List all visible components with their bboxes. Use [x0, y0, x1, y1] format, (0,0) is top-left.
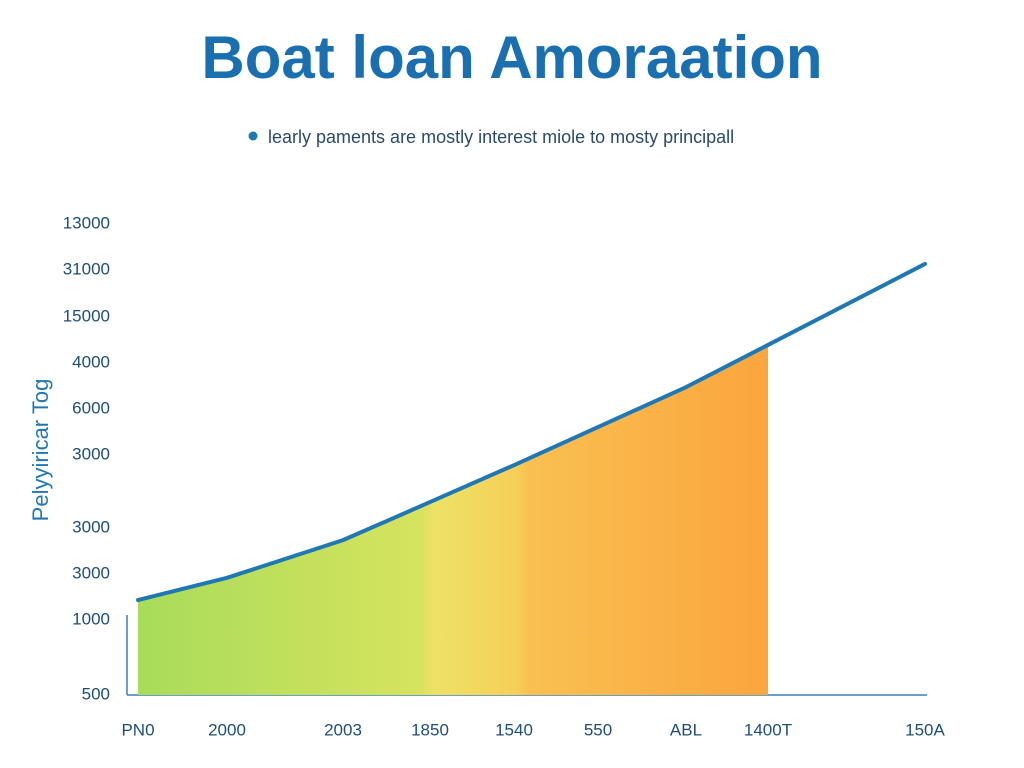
- y-tick-label: 3000: [72, 444, 110, 463]
- x-tick-label: 1540: [495, 720, 533, 739]
- line: [136, 261, 927, 603]
- x-tick-label: 2000: [208, 720, 246, 739]
- y-tick-label: 31000: [63, 259, 110, 278]
- x-tick-label: 1850: [411, 720, 449, 739]
- y-tick-label: 500: [82, 684, 110, 703]
- x-tick-label: 150A: [905, 720, 945, 739]
- x-tick-label: PN0: [121, 720, 154, 739]
- x-tick-label: ABL: [670, 720, 702, 739]
- y-tick-label: 6000: [72, 398, 110, 417]
- x-tick-label: 2003: [324, 720, 362, 739]
- y-tick-label: 4000: [72, 353, 110, 372]
- x-tick-label: 550: [584, 720, 612, 739]
- area: [138, 344, 768, 695]
- x-tick-label: 1400T: [744, 720, 792, 739]
- bullet: [248, 131, 258, 141]
- y-tick-label: 3000: [72, 518, 110, 537]
- y-axis-label: Pelyyiricar Tog: [28, 379, 53, 522]
- chart-title: Boat loan Amoraation: [201, 24, 822, 91]
- subtitle: learly paments are mostly interest miole…: [268, 127, 734, 147]
- y-tick-label: 1000: [72, 610, 110, 629]
- y-tick-label: 3000: [72, 564, 110, 583]
- y-tick-label: 15000: [63, 307, 110, 326]
- y-tick-label: 13000: [63, 213, 110, 232]
